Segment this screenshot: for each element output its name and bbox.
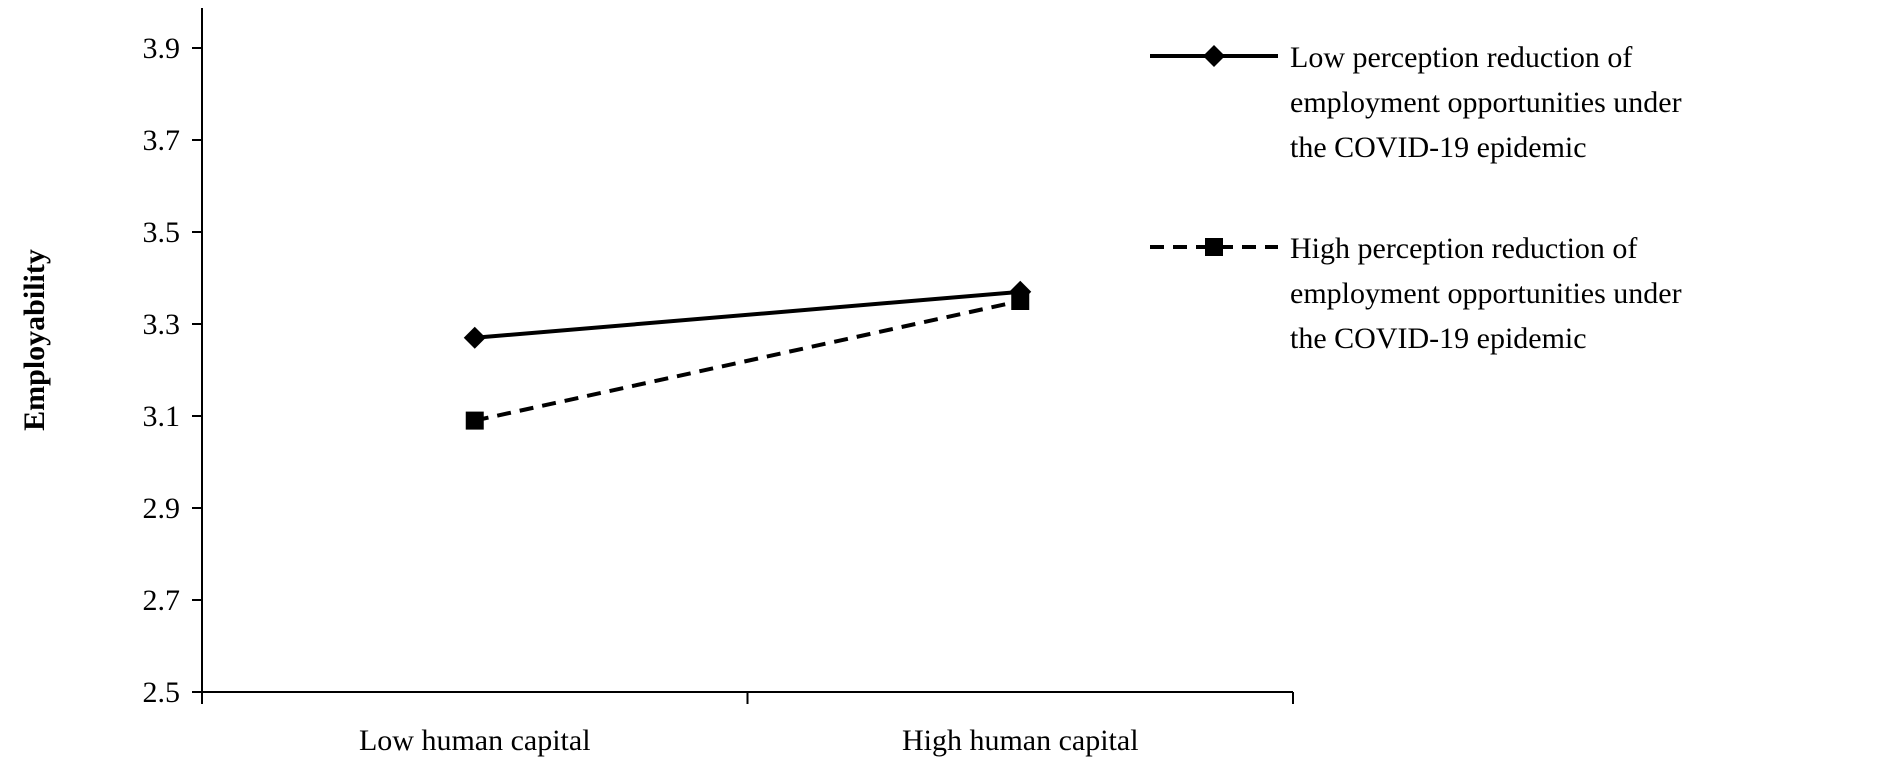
square-marker (465, 411, 484, 430)
diamond-marker (463, 326, 486, 349)
series-line-2 (474, 299, 1021, 423)
y-tick-label: 3.9 (143, 32, 181, 65)
square-marker (1011, 292, 1030, 310)
legend-label-1: Low perception reduction of employment op… (1290, 41, 1682, 164)
y-tick-label: 2.5 (143, 676, 181, 709)
series-line-1 (474, 289, 1021, 340)
y-tick-label: 2.7 (143, 584, 181, 617)
legend-label-2: High perception reduction of employment o… (1290, 232, 1682, 355)
x-tick-label: High human capital (902, 724, 1139, 757)
diamond-marker (1203, 45, 1225, 67)
y-tick-label: 3.5 (143, 216, 181, 249)
y-tick-label: 3.3 (143, 308, 181, 341)
x-tick-label: Low human capital (359, 724, 591, 757)
y-tick-label: 3.1 (143, 400, 181, 433)
y-tick-label: 3.7 (143, 124, 181, 157)
y-axis-label: Employability (18, 249, 51, 431)
square-marker (1205, 238, 1223, 256)
y-tick-label: 2.9 (143, 492, 181, 525)
